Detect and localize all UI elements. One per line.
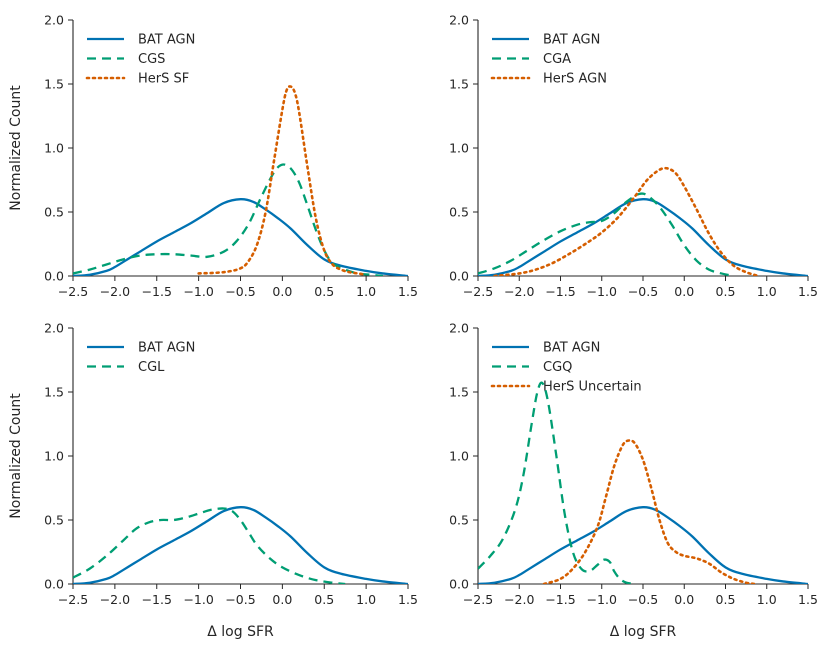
y-tick-label: 0.5	[44, 205, 64, 220]
panel-top-right: −2.5 −2.0 −1.5 −1.0 −0.5 0.0 0.5 1.0 1.5 0.0 0.5 1.…	[449, 13, 818, 300]
x-tick-label: 0.0	[674, 284, 694, 299]
x-tick-label: −1.5	[545, 592, 575, 607]
y-tick-label: 2.0	[44, 321, 64, 336]
x-tick-label: −1.5	[142, 592, 172, 607]
x-tick-label: 0.5	[314, 284, 334, 299]
y-tick-label: 0.5	[449, 513, 469, 528]
y-axis-label: Normalized Count	[8, 85, 24, 211]
series-line-bat-agn	[73, 506, 408, 584]
legend-label: BAT AGN	[138, 33, 195, 48]
x-tick-label: 1.5	[798, 592, 818, 607]
x-tick-label: −2.5	[58, 284, 88, 299]
y-tick-label: 1.0	[44, 449, 64, 464]
x-tick-label: 1.5	[798, 284, 818, 299]
y-tick-label: 1.0	[44, 141, 64, 156]
x-tick-label: −1.0	[183, 284, 213, 299]
series-line-cgl	[73, 507, 346, 584]
series-line-cga	[478, 192, 734, 276]
y-tick-label: 1.5	[44, 77, 64, 92]
y-tick-label: 1.0	[449, 449, 469, 464]
x-tick-label: −2.5	[463, 592, 493, 607]
legend-label: CGQ	[543, 360, 572, 375]
x-axis-label: Δ log SFR	[610, 624, 677, 640]
y-tick-label: 1.0	[449, 141, 469, 156]
y-axis-label: Normalized Count	[8, 393, 24, 519]
x-tick-label: −0.5	[628, 592, 658, 607]
x-tick-label: −2.0	[100, 592, 130, 607]
x-tick-label: 1.0	[356, 592, 376, 607]
series-line-bat-agn	[73, 198, 408, 276]
x-tick-label: 0.0	[272, 592, 292, 607]
y-tick-label: 0.5	[44, 513, 64, 528]
legend: BAT AGN CGQ HerS Uncertain	[490, 341, 642, 395]
x-tick-label: 1.0	[356, 284, 376, 299]
y-tick-label: 2.0	[449, 321, 469, 336]
x-tick-label: −1.5	[142, 284, 172, 299]
y-tick-label: 1.5	[44, 385, 64, 400]
x-tick-label: −2.0	[100, 284, 130, 299]
y-tick-label: 0.0	[449, 269, 469, 284]
x-tick-label: 0.0	[674, 592, 694, 607]
y-tick-label: 1.5	[449, 385, 469, 400]
x-tick-label: 0.5	[314, 592, 334, 607]
y-tick-label: 2.0	[449, 13, 469, 28]
series-line-cgs	[73, 163, 383, 276]
legend-label: CGL	[138, 360, 165, 375]
y-tick-label: 2.0	[44, 13, 64, 28]
x-tick-label: −0.5	[225, 592, 255, 607]
x-tick-label: 1.0	[757, 592, 777, 607]
x-axis-label: Δ log SFR	[207, 624, 274, 640]
panel-bottom-right: −2.5 −2.0 −1.5 −1.0 −0.5 0.0 0.5 1.0 1.5 0.0 0.5 1.…	[449, 321, 818, 641]
x-tick-label: −1.0	[183, 592, 213, 607]
x-tick-label: −2.0	[504, 592, 534, 607]
x-tick-label: −2.0	[504, 284, 534, 299]
legend: BAT AGN CGL	[87, 341, 195, 375]
legend: BAT AGN CGA HerS AGN	[490, 33, 607, 87]
x-tick-label: −2.5	[58, 592, 88, 607]
legend-label: CGS	[138, 52, 165, 67]
y-tick-label: 0.0	[44, 577, 64, 592]
y-tick-label: 0.5	[449, 205, 469, 220]
x-tick-label: −0.5	[628, 284, 658, 299]
x-tick-label: −1.0	[587, 592, 617, 607]
x-tick-label: −1.0	[587, 284, 617, 299]
x-tick-label: 0.0	[272, 284, 292, 299]
legend-label: HerS Uncertain	[543, 380, 642, 395]
panel-bottom-left: −2.5 −2.0 −1.5 −1.0 −0.5 0.0 0.5 1.0 1.5 0.0 0.5 1.…	[8, 321, 418, 641]
legend-label: HerS SF	[138, 72, 189, 87]
legend-label: BAT AGN	[543, 341, 600, 356]
legend-label: BAT AGN	[138, 341, 195, 356]
series-line-hers-agn	[493, 166, 760, 276]
legend: BAT AGN CGS HerS SF	[85, 33, 195, 87]
series-line-hers-sf	[197, 85, 368, 276]
legend-label: CGA	[543, 52, 571, 67]
series-line-bat-agn	[478, 506, 808, 584]
panel-top-left: −2.5 −2.0 −1.5 −1.0 −0.5 0.0 0.5 1.0 1.5 0.0 0.5 1.…	[8, 13, 418, 300]
y-tick-label: 1.5	[449, 77, 469, 92]
series-line-bat-agn	[478, 198, 808, 276]
legend-label: HerS AGN	[543, 72, 607, 87]
x-tick-label: −2.5	[463, 284, 493, 299]
series-line-cgq	[478, 381, 635, 584]
x-tick-label: 1.5	[398, 284, 418, 299]
x-tick-label: 1.0	[757, 284, 777, 299]
series-line-hers-uncertain	[542, 439, 756, 584]
y-tick-label: 0.0	[449, 577, 469, 592]
x-tick-label: 0.5	[716, 284, 736, 299]
legend-label: BAT AGN	[543, 33, 600, 48]
x-tick-label: 0.5	[716, 592, 736, 607]
x-tick-label: 1.5	[398, 592, 418, 607]
x-tick-label: −1.5	[545, 284, 575, 299]
x-tick-label: −0.5	[225, 284, 255, 299]
y-tick-label: 0.0	[44, 269, 64, 284]
